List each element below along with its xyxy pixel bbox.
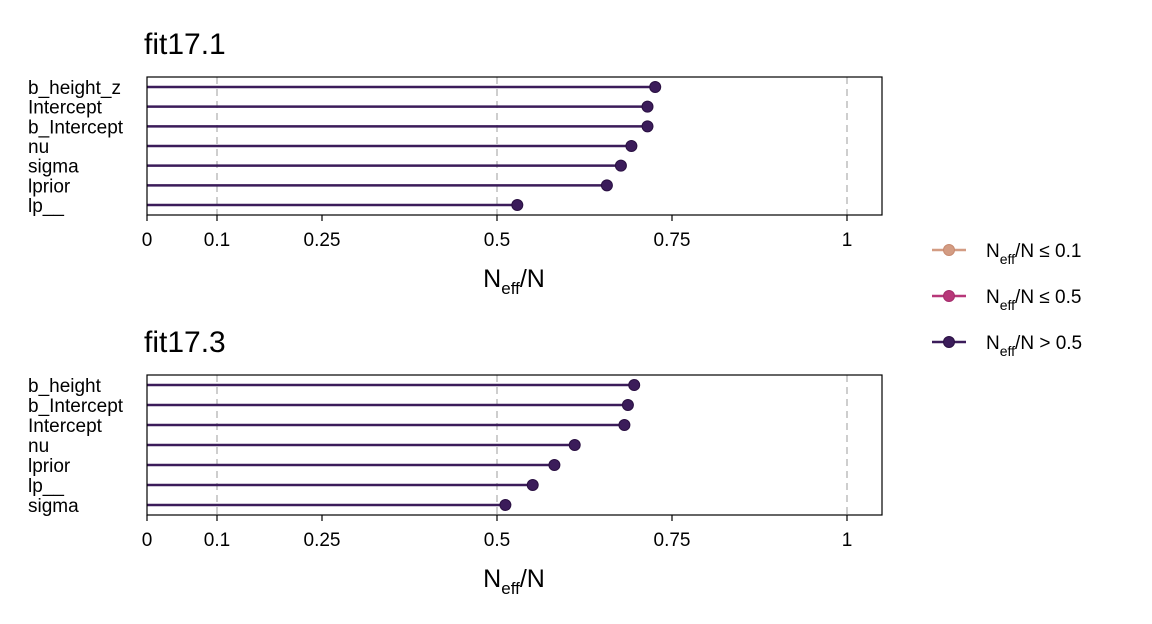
lollipop-point: [614, 159, 627, 172]
legend-key-point: [943, 336, 955, 348]
category-label: b_Intercept: [28, 117, 124, 138]
legend-label: Neff/N > 0.5: [986, 333, 1082, 359]
category-label: Intercept: [28, 98, 103, 119]
category-label: Intercept: [28, 416, 103, 437]
x-tick-label: 1: [842, 530, 853, 551]
panel-title: fit17.1: [144, 28, 226, 61]
x-tick-label: 0.25: [304, 230, 341, 251]
lollipop-point: [600, 179, 613, 192]
lollipop-point: [499, 499, 512, 511]
legend-label: Neff/N ≤ 0.1: [986, 241, 1081, 267]
lollipop-point: [511, 199, 524, 211]
category-label: sigma: [28, 496, 79, 517]
lollipop-point: [526, 479, 539, 491]
legend-item-3: Neff/N > 0.5: [932, 333, 1082, 359]
lollipop-point: [641, 120, 654, 133]
x-tick-label: 0.75: [654, 230, 691, 251]
lollipop-point: [621, 399, 634, 411]
x-tick-label: 0.5: [484, 230, 510, 251]
legend-item-2: Neff/N ≤ 0.5: [932, 287, 1081, 313]
panel-1: fit17.1 b_height_zInterceptb_Interceptnus…: [28, 28, 883, 298]
x-tick-label: 0.1: [204, 230, 230, 251]
panel-title: fit17.3: [144, 326, 226, 359]
x-tick-label: 0: [142, 530, 153, 551]
category-label: b_Intercept: [28, 396, 124, 417]
legend: Neff/N ≤ 0.1 Neff/N ≤ 0.5 Neff/N > 0.5: [932, 241, 1082, 359]
category-label: b_height_z: [28, 78, 121, 99]
lollipop-point: [548, 459, 561, 471]
category-label: lprior: [28, 456, 71, 477]
lollipop-point: [618, 419, 631, 431]
x-tick-label: 0.1: [204, 530, 230, 551]
lollipop-point: [641, 100, 654, 113]
panel-border: [146, 76, 883, 216]
category-label: lprior: [28, 176, 71, 197]
category-label: nu: [28, 137, 49, 158]
x-tick-label: 0.75: [654, 530, 691, 551]
x-axis-title: Neff/N: [483, 265, 545, 298]
lollipop-point: [649, 81, 662, 93]
category-label: b_height: [28, 376, 102, 397]
x-tick-label: 0.5: [484, 530, 510, 551]
x-axis-title: Neff/N: [483, 565, 545, 598]
lollipop-point: [568, 439, 581, 451]
panel-border: [146, 374, 883, 516]
legend-key-point: [943, 244, 955, 256]
category-label: lp__: [28, 476, 64, 497]
legend-label: Neff/N ≤ 0.5: [986, 287, 1081, 313]
legend-item-1: Neff/N ≤ 0.1: [932, 241, 1081, 267]
legend-key-point: [943, 290, 955, 302]
lollipop-point: [628, 379, 641, 391]
x-tick-label: 1: [842, 230, 853, 251]
x-tick-label: 0.25: [304, 530, 341, 551]
category-label: lp__: [28, 196, 64, 217]
x-tick-label: 0: [142, 230, 153, 251]
panel-2: fit17.3 b_heightb_InterceptInterceptnulpr…: [28, 326, 883, 598]
lollipop-point: [625, 140, 638, 152]
category-label: sigma: [28, 157, 79, 178]
category-label: nu: [28, 436, 49, 457]
